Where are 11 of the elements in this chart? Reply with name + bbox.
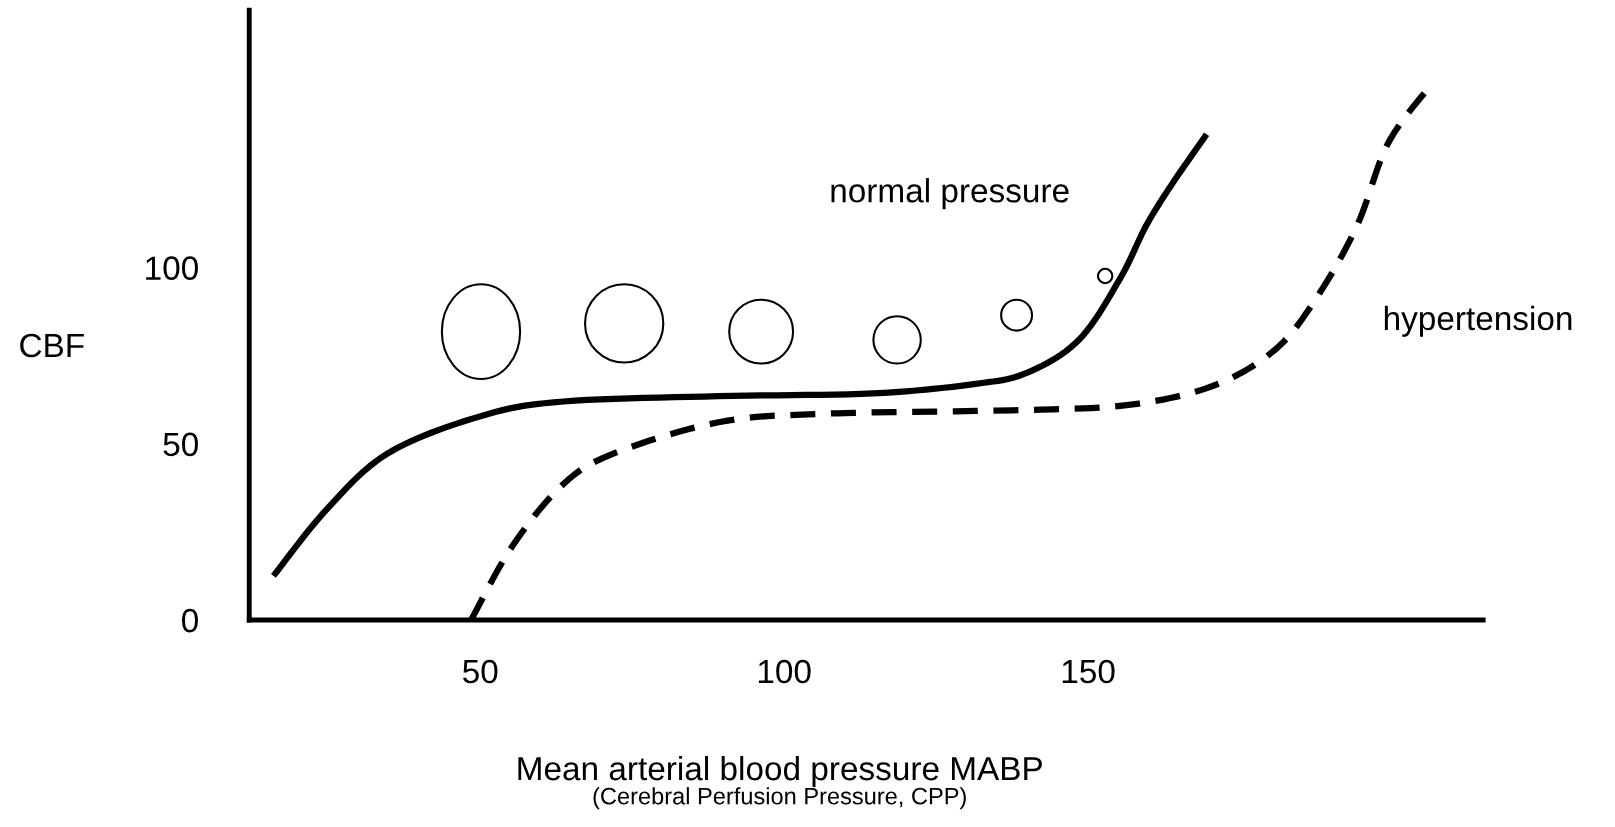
x-tick-label: 150 [1062,659,1115,684]
y-tick-label: 50 [163,432,198,457]
x-tick-label: 50 [463,659,498,684]
series-label: hypertension [1384,305,1572,337]
y-tick-label: 100 [146,256,198,280]
text: (Cerebral Perfusion Pressure, CPP) [593,787,966,810]
x-axis-title: Mean arterial blood pressure MABP [518,755,1042,788]
x-tick-label: 100 [758,659,811,684]
y-tick-label: 0 [182,608,198,633]
text: normal pressure [831,178,1069,210]
y-axis-title: CBF [20,333,84,358]
